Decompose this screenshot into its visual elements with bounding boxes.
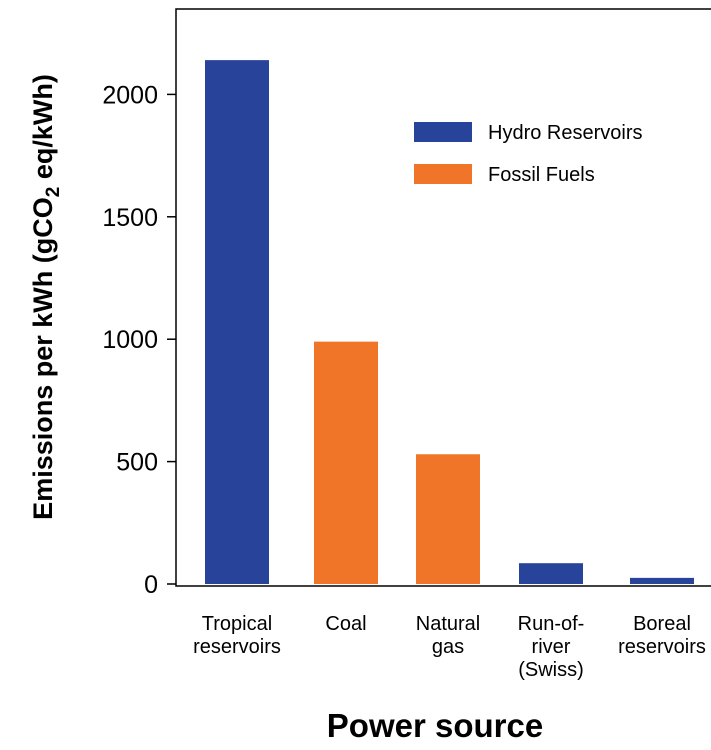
legend-label: Hydro Reservoirs bbox=[488, 122, 642, 144]
legend: Hydro Reservoirs Fossil Fuels bbox=[414, 122, 642, 186]
bar bbox=[630, 577, 694, 584]
y-tick-label: 500 bbox=[116, 449, 158, 477]
bars bbox=[205, 60, 694, 585]
y-axis-label-subscript: 2 bbox=[43, 187, 64, 198]
legend-swatch bbox=[414, 122, 472, 142]
bar bbox=[205, 60, 269, 585]
y-tick-label: 2000 bbox=[102, 81, 158, 109]
x-tick-label: Tropical reservoirs bbox=[193, 613, 281, 658]
y-axis: 0 500 1000 1500 2000 bbox=[102, 81, 176, 599]
x-axis-label: Power source bbox=[327, 707, 543, 744]
y-tick-label: 1000 bbox=[102, 326, 158, 354]
plot-frame bbox=[175, 8, 711, 587]
x-tick-label: Natural gas bbox=[416, 613, 480, 658]
x-tick-label: Run-of-river (Swiss) bbox=[518, 613, 585, 681]
x-tick-label: Coal bbox=[325, 613, 366, 635]
x-axis-tick-labels: Tropical reservoirs Coal Natural gas Run-of-r… bbox=[193, 613, 706, 681]
y-axis-label-suffix: eq/kWh) bbox=[28, 74, 58, 187]
legend-swatch bbox=[414, 164, 472, 184]
y-axis-label-prefix: Emissions per kWh (gCO bbox=[28, 197, 58, 520]
bar bbox=[314, 341, 378, 584]
bar bbox=[519, 563, 583, 584]
y-tick-label: 0 bbox=[144, 571, 158, 599]
y-tick-label: 1500 bbox=[102, 204, 158, 232]
y-axis-label: Emissions per kWh (gCO2 eq/kWh) bbox=[28, 74, 64, 520]
legend-label: Fossil Fuels bbox=[488, 164, 595, 186]
bar bbox=[416, 454, 480, 584]
x-tick-label: Boreal reservoirs bbox=[618, 613, 706, 658]
